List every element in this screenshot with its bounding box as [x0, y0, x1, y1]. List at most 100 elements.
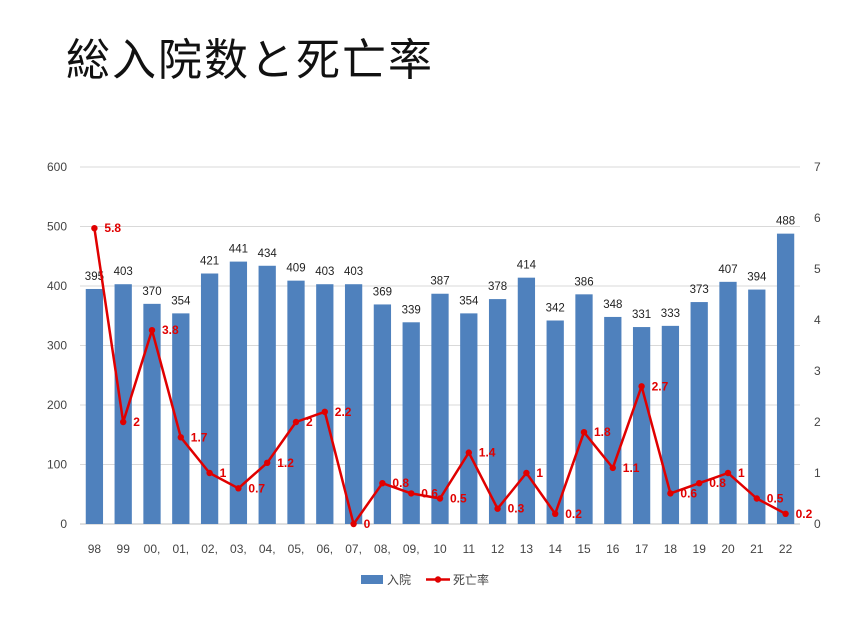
x-tick-label: 00, [144, 542, 161, 556]
mortality-point [350, 520, 357, 528]
mortality-value-label: 1 [738, 466, 745, 480]
mortality-point [523, 469, 530, 477]
bar [546, 320, 564, 524]
x-tick-label: 03, [230, 542, 247, 556]
mortality-point [638, 383, 645, 390]
x-tick-label: 13 [520, 542, 534, 556]
mortality-point [436, 495, 444, 502]
mortality-point [177, 434, 184, 441]
mortality-value-label: 0.2 [565, 507, 582, 521]
mortality-point [148, 327, 156, 334]
y2-tick-label: 4 [814, 313, 821, 327]
legend-marker-mortality [434, 576, 442, 583]
legend: 入院 死亡率 [361, 572, 489, 587]
bar-value-label: 414 [517, 260, 537, 272]
x-tick-label: 12 [491, 542, 505, 556]
bar-value-label: 395 [85, 271, 104, 283]
bar-value-label: 421 [200, 256, 219, 268]
bar-value-label: 434 [258, 248, 278, 260]
mortality-value-label: 2 [306, 415, 313, 429]
mortality-value-label: 2.7 [652, 379, 669, 393]
y-tick-label: 0 [60, 517, 67, 531]
mortality-value-label: 1.8 [594, 425, 611, 439]
y-tick-label: 400 [47, 279, 67, 293]
bar-value-label: 409 [286, 263, 305, 275]
mortality-point [667, 490, 674, 497]
mortality-point [552, 510, 559, 517]
bar [287, 280, 305, 524]
line-series [91, 225, 789, 528]
x-tick-label: 22 [779, 542, 793, 556]
mortality-value-label: 0.5 [450, 492, 467, 506]
bar [719, 281, 737, 524]
mortality-value-label: 0.6 [680, 486, 697, 500]
y-axis-left: 0 100 200 300 400 500 600 [47, 160, 67, 531]
x-tick-label: 09, [403, 542, 420, 556]
x-tick-label: 02, [201, 542, 218, 556]
bar-value-label: 348 [603, 299, 622, 311]
mortality-point [753, 495, 760, 502]
mortality-point [609, 464, 616, 472]
y-tick-label: 100 [47, 458, 67, 472]
x-tick-label: 18 [664, 542, 678, 556]
page-title: 総入院数と死亡率 [66, 35, 434, 86]
y2-tick-label: 5 [814, 262, 821, 276]
bar-value-label: 394 [747, 272, 767, 284]
bar [632, 327, 651, 524]
bar-value-label: 378 [488, 281, 507, 293]
bar-value-label: 373 [690, 284, 709, 296]
bar-value-label: 488 [776, 216, 795, 228]
mortality-value-label: 0.5 [767, 492, 784, 506]
bar [316, 284, 334, 524]
mortality-point [408, 490, 415, 497]
y2-tick-label: 6 [814, 211, 821, 225]
mortality-point [264, 459, 271, 466]
bar [517, 277, 536, 524]
bar-data-labels: 395 403 370 354 421 441 434 409 403 403 369 339 387 3… [85, 216, 795, 321]
bar [200, 273, 219, 524]
y2-tick-label: 2 [814, 415, 821, 429]
x-tick-label: 01, [172, 542, 189, 556]
bar-value-label: 331 [632, 309, 651, 321]
bar [229, 261, 248, 524]
bar-value-label: 333 [661, 308, 680, 320]
mortality-value-label: 0.8 [392, 476, 409, 490]
mortality-value-label: 1 [220, 466, 227, 480]
x-tick-label: 17 [635, 542, 649, 556]
x-tick-label: 15 [577, 542, 591, 556]
y2-tick-label: 3 [814, 364, 821, 378]
y-tick-label: 500 [47, 220, 67, 234]
line-data-labels: 5.8 2 3.8 1.7 1 0.7 1.2 2 2.2 0 0.8 0.6 0.5 1.4 0.3 1 0.… [104, 221, 812, 531]
x-tick-label: 20 [721, 542, 735, 556]
bar [172, 313, 190, 524]
x-tick-label: 04, [259, 542, 276, 556]
bar-value-label: 386 [574, 276, 593, 288]
mortality-point [465, 449, 472, 456]
mortality-value-label: 0.6 [421, 486, 438, 500]
bar [604, 316, 622, 524]
bar [748, 289, 766, 524]
mortality-value-label: 1 [536, 466, 543, 480]
mortality-value-label: 0.2 [796, 507, 813, 521]
bar-value-label: 369 [373, 286, 392, 298]
bar-value-label: 354 [171, 295, 191, 307]
bar-value-label: 403 [114, 266, 133, 278]
bar [258, 265, 276, 524]
mortality-point [292, 418, 300, 426]
x-tick-label: 16 [606, 542, 620, 556]
x-tick-label: 19 [693, 542, 707, 556]
mortality-point [321, 408, 328, 415]
legend-label-admissions: 入院 [387, 573, 411, 587]
bar-value-label: 342 [546, 303, 565, 315]
x-tick-label: 11 [463, 542, 476, 556]
y-tick-label: 300 [47, 339, 67, 353]
mortality-point [91, 225, 98, 232]
bar [402, 322, 420, 524]
mortality-value-label: 3.8 [162, 323, 179, 337]
mortality-value-label: 0 [364, 517, 371, 531]
mortality-point [494, 505, 501, 512]
bar [85, 288, 104, 524]
y-axis-right: 0 1 2 3 4 5 6 7 [814, 160, 821, 531]
x-tick-label: 99 [117, 542, 131, 556]
